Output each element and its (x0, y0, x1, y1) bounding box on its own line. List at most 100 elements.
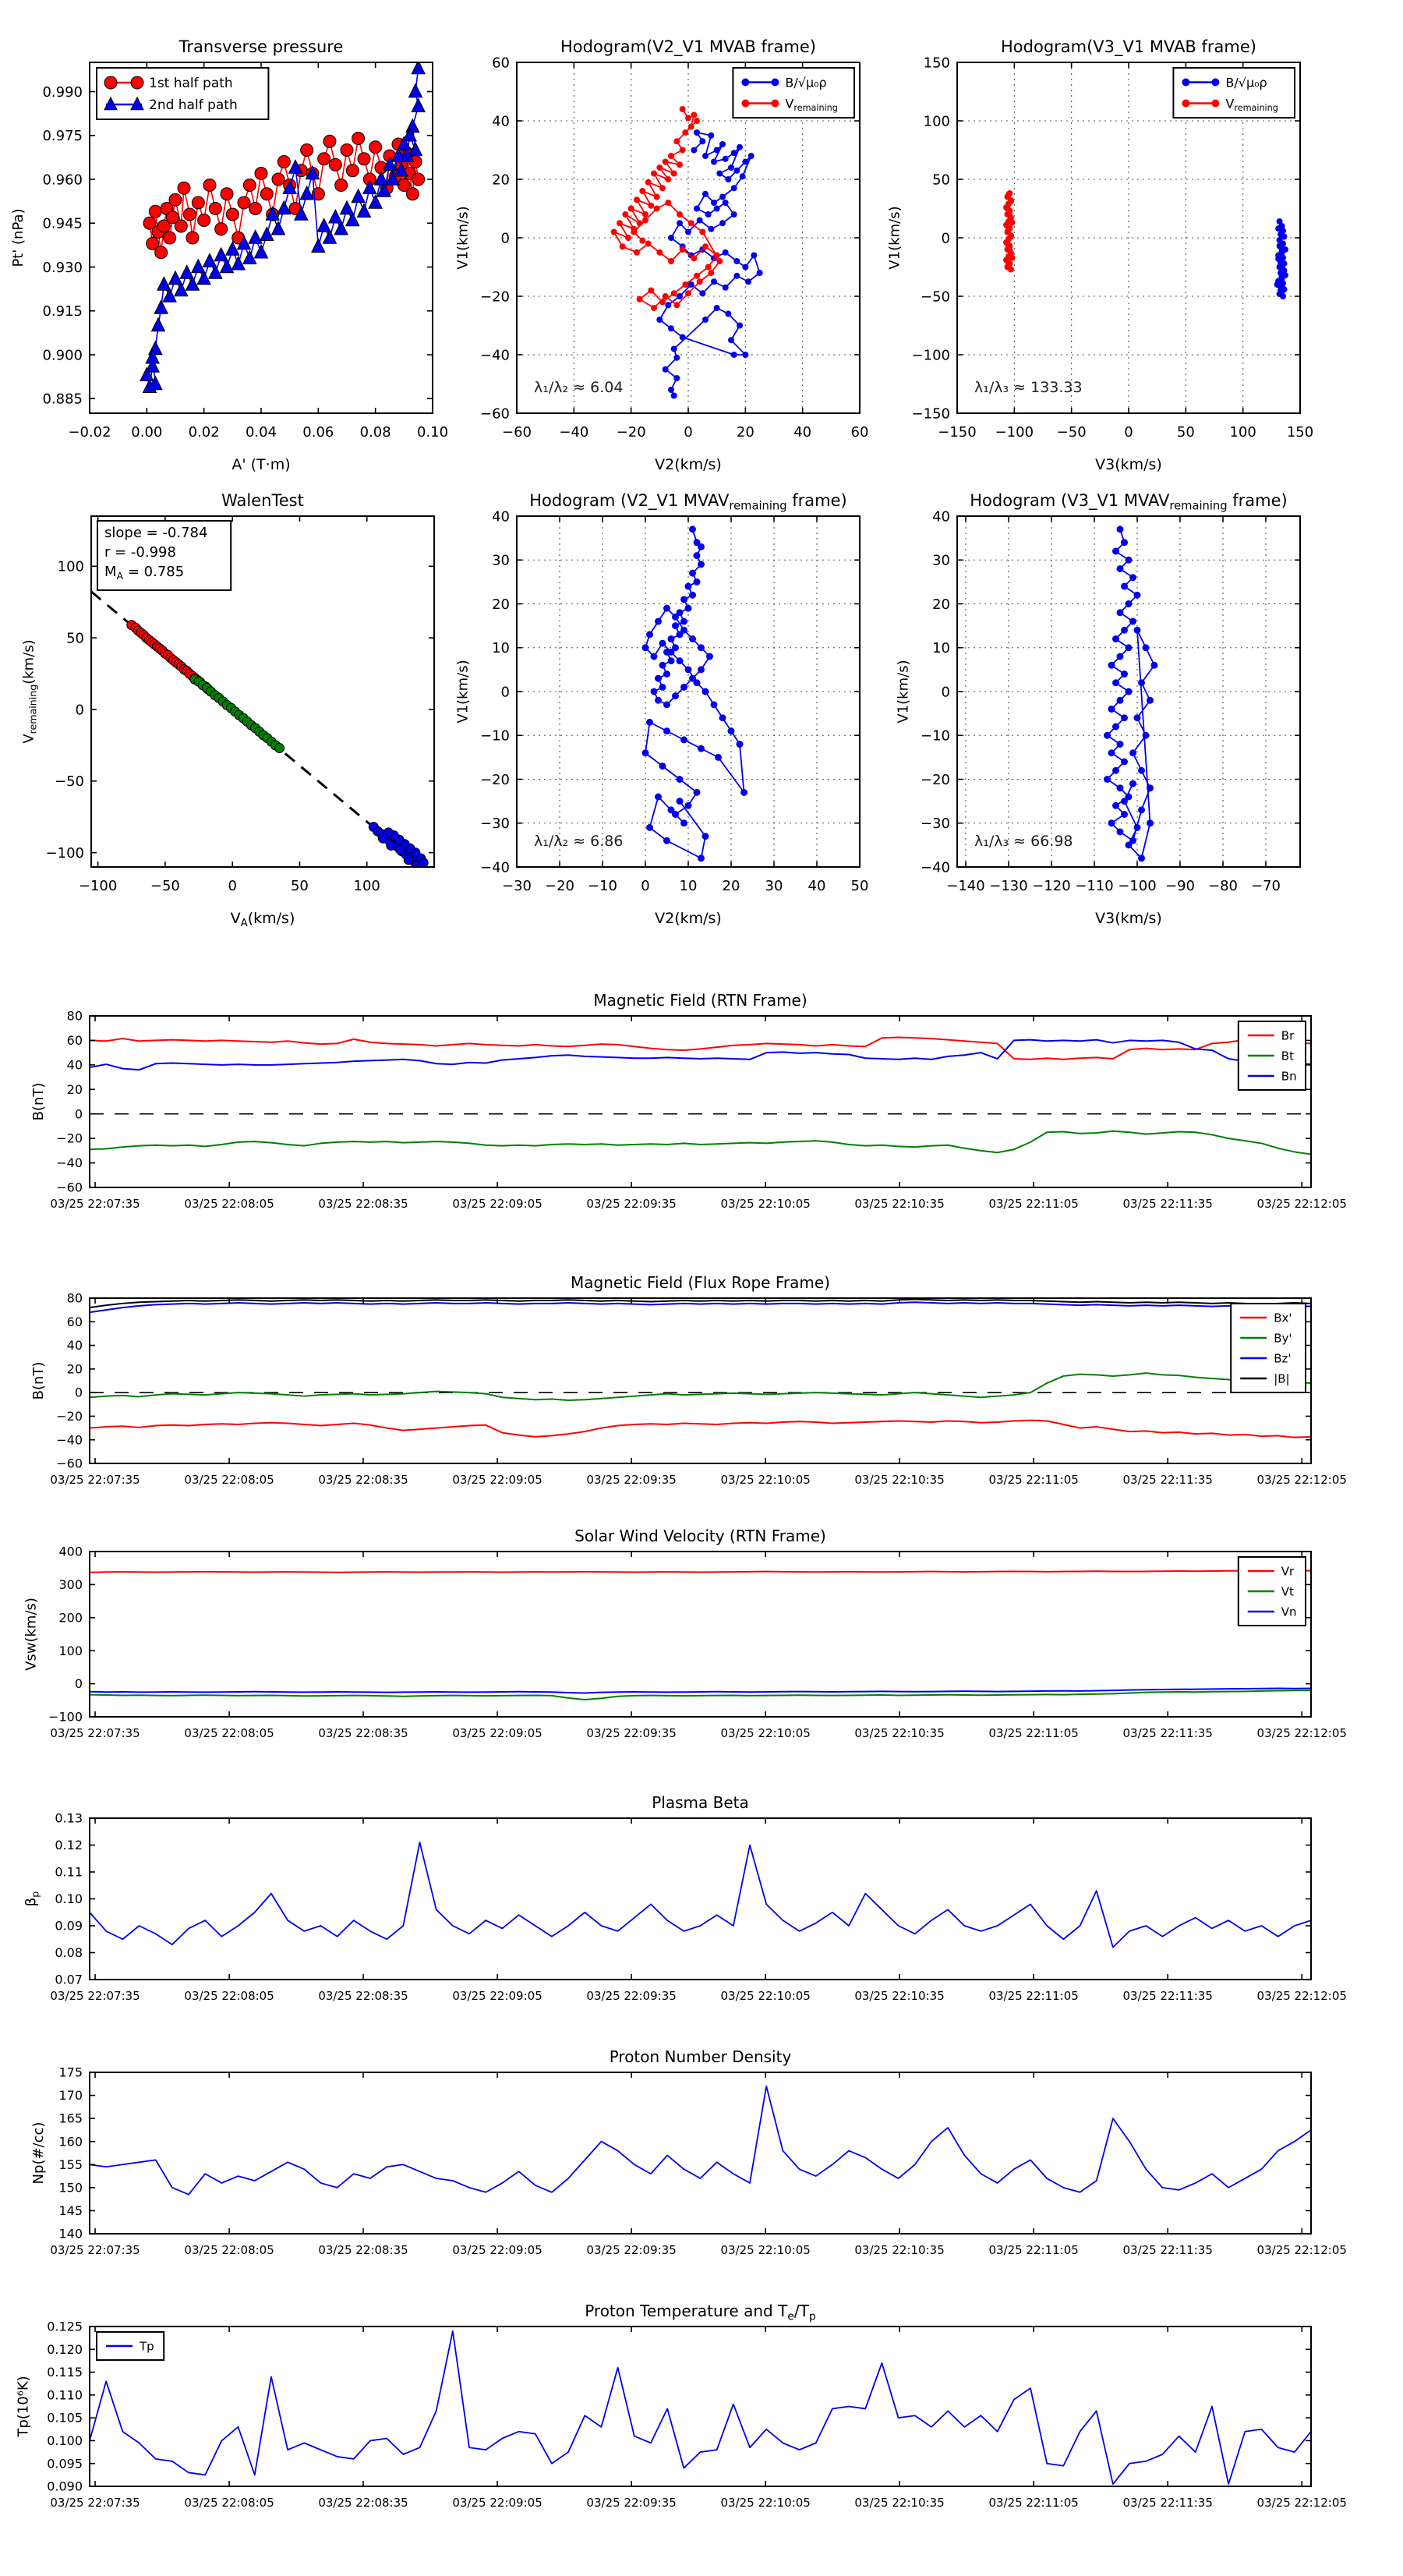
xtick-label: −120 (1032, 878, 1070, 894)
ytick-label: 0.12 (55, 1838, 83, 1852)
chart-ts_rtn-data (90, 1036, 1311, 1155)
chart-ts_beta-data (90, 1842, 1311, 1948)
xtick-label: 03/25 22:12:05 (1257, 2496, 1347, 2510)
xtick-label: −50 (1057, 424, 1087, 441)
ytick-label: 0.110 (47, 2387, 83, 2402)
legend-label: Vr (1281, 1564, 1295, 1578)
chart-hodoE: −30 −20 −10 0 10 20 30 40 50 40 30 20 10 0 −10 −20 −30 −4… (455, 491, 869, 927)
ytick-label: 0.07 (55, 1973, 83, 1987)
ytick-label: −30 (921, 816, 950, 832)
series-middle-markers (189, 674, 285, 754)
chart-ts_tp: 03/25 22:07:35 03/25 22:08:05 03/25 22:08:… (15, 2302, 1347, 2510)
ytick-label: −40 (921, 859, 950, 876)
xtick-label: 03/25 22:11:05 (988, 1197, 1078, 1211)
ylabel-hodoC: V1(km/s) (886, 206, 903, 269)
xtick-label: 03/25 22:10:35 (854, 2243, 944, 2257)
xtick-label: 10 (680, 878, 698, 894)
ylabel-ts_vsw: Vsw(km/s) (23, 1598, 39, 1671)
xtick-label: 03/25 22:09:05 (452, 1726, 542, 1740)
series-1st half-markers (126, 620, 214, 695)
ytick-label: −40 (480, 347, 510, 363)
xtick-label: 50 (1177, 424, 1195, 441)
chart-ts_vsw: 03/25 22:07:35 03/25 22:08:05 03/25 22:08:… (23, 1527, 1347, 1740)
chart-hodoF: −140 −130 −120 −110 −100 −90 −80 −70 40 30 20 10 0 −1… (896, 491, 1301, 927)
ytick-label: 400 (58, 1545, 83, 1559)
ytick-label: 40 (67, 1338, 83, 1353)
ytick-label: 0 (75, 1106, 83, 1121)
xtick-label: 03/25 22:07:35 (50, 1197, 140, 1211)
ytick-label: 300 (58, 1577, 83, 1592)
legend-label: Bz' (1274, 1351, 1291, 1365)
chart-transverse-data (140, 62, 426, 393)
chart-title-ts_rtn: Magnetic Field (RTN Frame) (593, 991, 807, 1010)
ytick-label: 0 (942, 230, 950, 246)
ytick-label: 50 (66, 630, 84, 646)
ytick-label: −30 (480, 816, 510, 832)
legend-label: By' (1274, 1331, 1292, 1345)
ytick-label: 0 (75, 1385, 83, 1400)
chart-title-ts_tp: Proton Temperature and Te/Tp (585, 2302, 816, 2323)
chart-title-transverse: Transverse pressure (178, 37, 344, 56)
ylabel-ts_rtn: B(nT) (30, 1083, 47, 1121)
legend-label: 1st half path (149, 76, 233, 91)
xtick-label: −130 (989, 878, 1027, 894)
xtick-label: 03/25 22:08:35 (318, 1989, 408, 2003)
ytick-label: 30 (492, 553, 510, 569)
chart-ts_np: 03/25 22:07:35 03/25 22:08:05 03/25 22:08:… (30, 2047, 1347, 2257)
xtick-label: 03/25 22:12:05 (1257, 1989, 1347, 2003)
ytick-label: −20 (480, 772, 510, 788)
xlabel-transverse: A' (T·m) (231, 456, 290, 473)
ytick-label: 0 (75, 1676, 83, 1691)
legend-label: B/√μ₀ρ (1225, 75, 1267, 90)
chart-title-hodoB: Hodogram(V2_V1 MVAB frame) (560, 37, 816, 57)
ytick-label: −20 (480, 288, 510, 305)
ytick-label: 40 (492, 113, 510, 129)
ytick-label: 150 (58, 2180, 83, 2195)
legend-transverse: 1st half path 2nd half path (96, 67, 270, 120)
ytick-label: 0.11 (55, 1865, 83, 1880)
xlabel-hodoF: V3(km/s) (1095, 910, 1162, 927)
ytick-label: 0.090 (47, 2479, 83, 2494)
legend-label: |B| (1274, 1371, 1289, 1385)
chart-title-ts_fr: Magnetic Field (Flux Rope Frame) (571, 1273, 830, 1292)
ytick-label: 145 (58, 2203, 83, 2218)
legend-ts_tp: Tp (96, 2331, 165, 2361)
series-2nd half path-markers (140, 62, 426, 393)
xtick-label: 03/25 22:08:35 (318, 1197, 408, 1211)
chart-title-ts_beta: Plasma Beta (652, 1793, 749, 1812)
legend-label: Bx' (1274, 1311, 1292, 1325)
xtick-label: 0.06 (302, 424, 334, 441)
xtick-label: 03/25 22:10:35 (854, 1726, 944, 1740)
xtick-label: −80 (1208, 878, 1238, 894)
chart-ts_np-data (90, 2085, 1311, 2196)
legend-label: Br (1281, 1028, 1295, 1042)
ytick-label: −60 (56, 1456, 83, 1471)
xtick-label: 03/25 22:09:05 (452, 1989, 542, 2003)
chart-hodoB-data (610, 106, 763, 399)
stats-line: MA = 0.785 (104, 564, 184, 582)
ytick-label: −100 (48, 1710, 83, 1725)
xtick-label: 03/25 22:12:05 (1257, 1473, 1347, 1487)
xtick-label: 0 (1124, 424, 1133, 441)
ytick-label: 0.13 (55, 1811, 83, 1826)
ytick-label: 0.975 (42, 128, 83, 144)
chart-walen: −100 −50 0 50 100 100 50 0 −50 −100 WalenTest VA(km… (20, 491, 435, 929)
ytick-label: 155 (58, 2157, 83, 2172)
legend-label: Tp (139, 2339, 154, 2353)
xtick-label: 0.02 (189, 424, 220, 441)
xtick-label: 0.00 (131, 424, 162, 441)
xtick-label: 03/25 22:10:35 (854, 1473, 944, 1487)
xtick-label: 03/25 22:11:35 (1123, 1473, 1213, 1487)
chart-ts_tp-data (90, 2330, 1311, 2485)
xtick-label: −20 (545, 878, 574, 894)
ylabel-ts_tp: Tp(10⁶K) (15, 2376, 31, 2437)
xtick-label: 0 (228, 878, 236, 894)
xtick-label: 50 (851, 878, 869, 894)
chart-walen-data (91, 590, 429, 867)
ytick-label: 0.960 (42, 172, 83, 188)
legend-hodoC: B/√μ₀ρ Vremaining (1172, 67, 1295, 119)
ytick-label: −50 (921, 288, 950, 305)
xtick-label: 03/25 22:10:05 (720, 1726, 810, 1740)
ytick-label: 40 (67, 1057, 83, 1072)
xtick-label: 03/25 22:11:35 (1123, 1197, 1213, 1211)
